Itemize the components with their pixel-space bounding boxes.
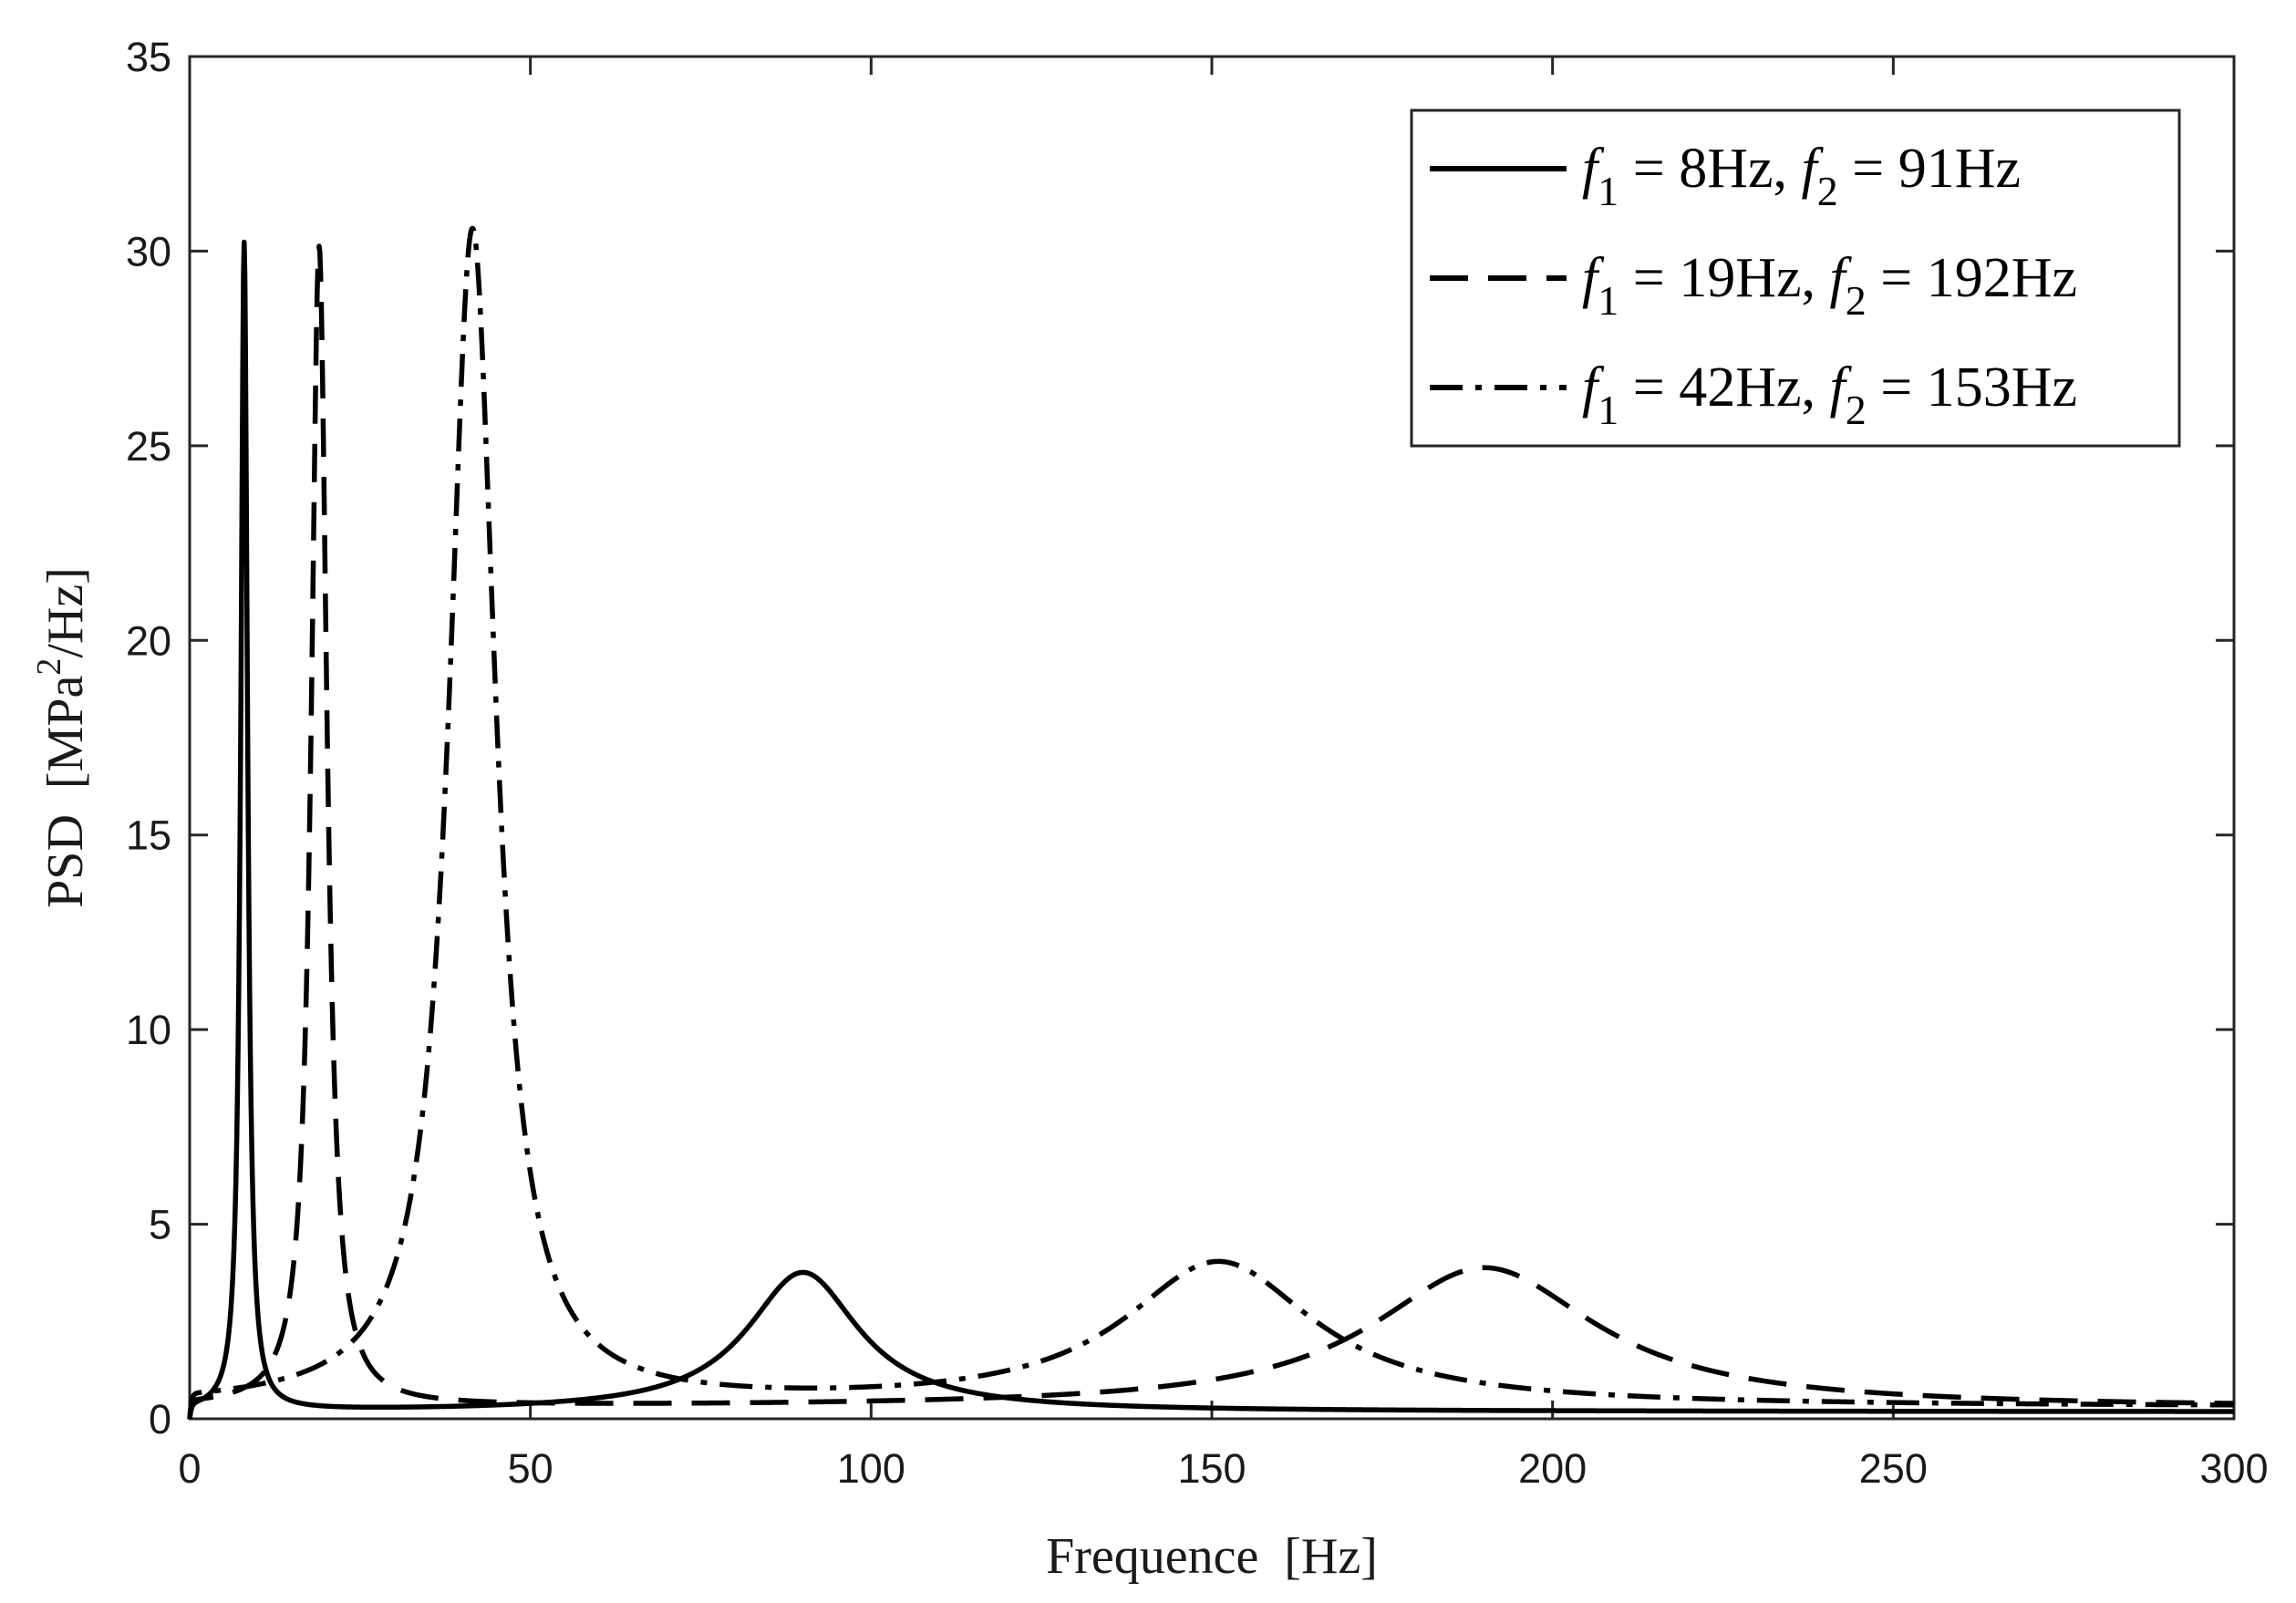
y-axis-title-tail: /Hz]: [37, 567, 94, 658]
x-tick-label: 200: [1518, 1445, 1587, 1492]
legend-label-3: f1 = 42Hz, f2 = 153Hz: [1582, 357, 2077, 433]
y-tick-label: 20: [126, 617, 171, 664]
legend: f1 = 8Hz, f2 = 91Hz f1 = 19Hz, f2 = 192Hz…: [1410, 109, 2181, 448]
x-tick-label: 300: [2199, 1445, 2268, 1492]
series-line-2: [187, 243, 2236, 1420]
legend-label-2: f1 = 19Hz, f2 = 192Hz: [1582, 247, 2077, 324]
series-layer: [187, 225, 2236, 1420]
x-tick-label: 50: [508, 1445, 553, 1492]
y-tick-label: 25: [126, 423, 171, 470]
y-tick-label: 10: [126, 1007, 171, 1053]
y-axis-title: PSD [MPa2/Hz]: [30, 567, 94, 908]
y-tick-label: 5: [149, 1202, 171, 1248]
legend-label-1: f1 = 8Hz, f2 = 91Hz: [1582, 138, 2021, 214]
y-tick-label: 15: [126, 812, 171, 859]
x-tick-label: 0: [178, 1445, 201, 1492]
x-tick-label: 250: [1859, 1445, 1928, 1492]
y-axis-title-main: PSD [MPa: [37, 676, 94, 908]
x-tick-label: 150: [1177, 1445, 1246, 1492]
x-tick-label: 100: [837, 1445, 905, 1492]
y-tick-label: 35: [126, 34, 171, 80]
y-tick-label: 30: [126, 228, 171, 274]
tick-labels: 0 50 100 150 200 250 300 0 5 10 15 20 25 30 35: [126, 34, 2269, 1492]
y-tick-label: 0: [149, 1396, 171, 1443]
series-line-3: [187, 225, 2236, 1420]
x-axis-title: Frequence [Hz]: [1046, 1528, 1378, 1585]
y-axis-title-sup: 2: [30, 658, 68, 676]
